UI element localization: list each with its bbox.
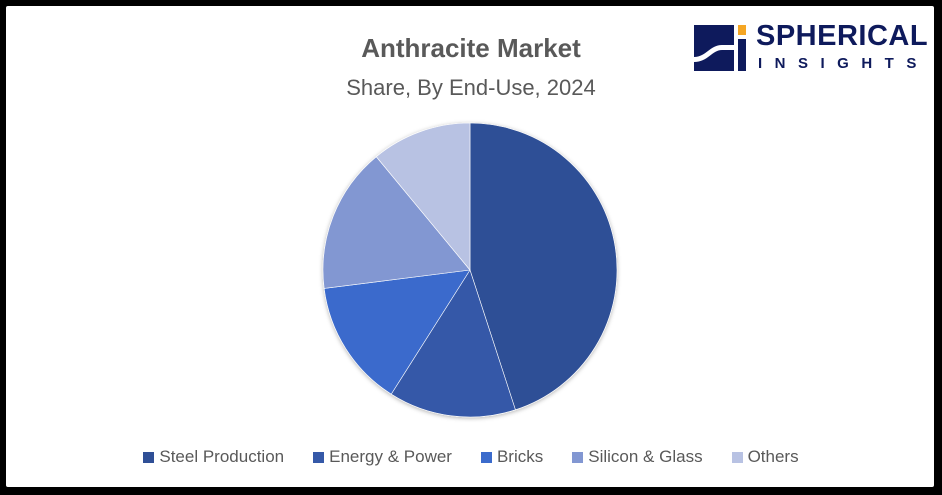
pie-slice-silicon-glass — [322, 156, 471, 289]
legend-label: Bricks — [496, 447, 544, 466]
pie-slice-energy-power — [390, 269, 516, 418]
pie-slice-others — [375, 122, 471, 271]
chart-title: Anthracite Market — [361, 33, 581, 63]
legend-swatch — [572, 451, 584, 463]
legend-swatch — [313, 451, 325, 463]
logo-subtext: INSIGHTS — [758, 55, 929, 72]
pie-slice-steel-production — [469, 122, 618, 411]
legend-label: Silicon & Glass — [588, 447, 703, 466]
legend-label: Steel Production — [159, 447, 285, 466]
legend: Steel Production Energy & Power Bricks Sili… — [0, 447, 942, 467]
legend-item: Silicon & Glass — [572, 447, 703, 467]
legend-swatch — [731, 451, 743, 463]
legend-swatch — [143, 451, 155, 463]
pie-slice-bricks — [323, 269, 471, 395]
legend-label: Energy & Power — [329, 447, 452, 466]
legend-item: Bricks — [480, 447, 544, 467]
legend-swatch — [480, 451, 492, 463]
spherical-insights-logo: SPHERICAL INSIGHTS — [694, 20, 928, 73]
logo-mark-icon — [694, 25, 746, 71]
legend-label: Others — [747, 447, 799, 466]
chart-subtitle: Share, By End-Use, 2024 — [346, 75, 596, 100]
legend-item: Steel Production — [143, 447, 284, 467]
logo-text: SPHERICAL — [756, 20, 929, 52]
legend-item: Energy & Power — [313, 447, 452, 467]
legend-item: Others — [731, 447, 799, 467]
